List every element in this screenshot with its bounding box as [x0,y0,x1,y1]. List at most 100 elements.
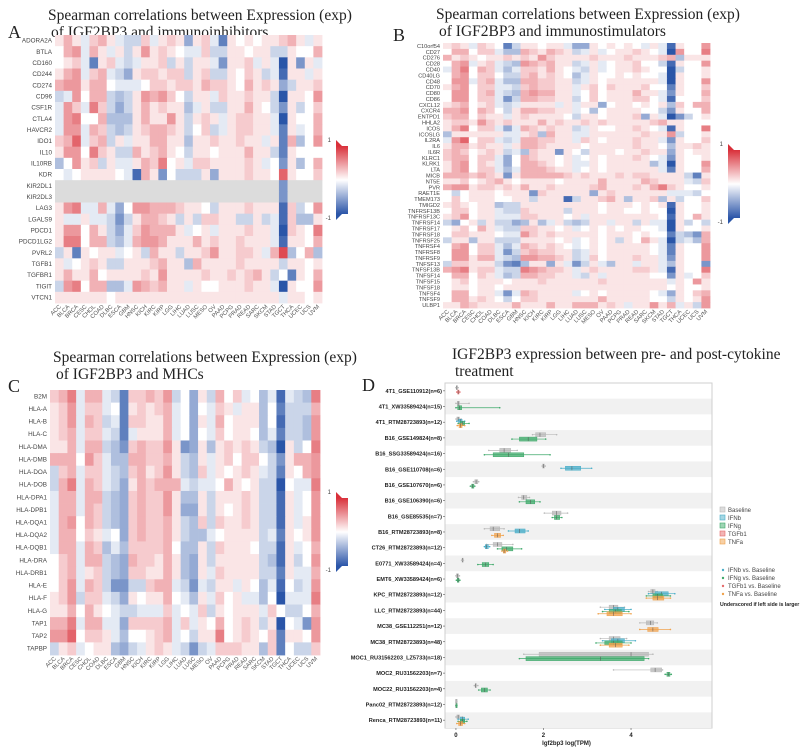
heatmap-cell [89,280,99,293]
heatmap-cell [137,629,147,643]
heatmap-cell [606,196,616,203]
heatmap-cell [666,255,676,262]
box-baseline [455,573,461,579]
data-point [669,597,672,599]
heatmap-cell [285,579,295,593]
heatmap-cell [537,278,547,285]
heatmap-cell [224,528,234,542]
heatmap-cell [477,149,487,156]
heatmap-cell [184,169,194,181]
heatmap-cell [580,243,590,250]
heatmap-cell [451,249,461,256]
heatmap-cell [244,269,254,282]
heatmap-cell [563,84,573,91]
heatmap-cell [460,196,470,203]
heatmap-cell [641,96,651,103]
heatmap-cell [58,490,68,504]
heatmap-cell [529,119,539,126]
heatmap-cell [218,224,228,237]
heatmap-cell [206,642,216,656]
heatmap-cell [468,166,478,173]
heatmap-cell [201,102,211,114]
heatmap-cell [494,196,504,203]
heatmap-cell [98,68,108,81]
heatmap-cell [641,255,651,262]
heatmap-cell [123,113,133,125]
heatmap-cell [115,169,125,181]
heatmap-cell [632,125,642,132]
heatmap-cell [503,154,513,162]
heatmap-cell [218,247,228,259]
heatmap-cell [137,541,147,555]
heatmap-cell [293,516,303,530]
heatmap-cell [641,302,651,309]
heatmap-cell [684,196,694,203]
heatmap-cell [520,225,530,232]
heatmap-cell [684,237,694,244]
heatmap-cell [123,236,133,248]
heatmap-cell [675,237,685,244]
heatmap-cell [89,79,99,92]
heatmap-cell [443,213,453,221]
heatmap-cell [287,157,297,170]
heatmap-cell [76,465,86,479]
heatmap-cell [224,490,234,504]
heatmap-cell [132,68,142,81]
heatmap-cell [128,453,138,467]
heatmap-cell [684,90,694,97]
heatmap-cell [658,302,668,309]
heatmap-cell [563,213,573,221]
heatmap-cell [468,302,478,309]
heatmap-cell [276,490,286,504]
heatmap-cell [623,284,633,291]
heatmap-cell [253,224,263,237]
dataset-label: MOC1_RU31562203_LZ5733(n=18) [351,655,442,661]
row-label: LGALS9 [28,216,52,223]
heatmap-cell [598,184,608,191]
heatmap-cell [666,296,676,303]
heatmap-cell [123,202,133,215]
heatmap-cell [598,260,608,268]
heatmap-cell [675,202,685,209]
heatmap-cell [132,46,142,58]
heatmap-cell [529,225,539,232]
data-point [477,563,479,566]
heatmap-cell [632,143,642,150]
heatmap-cell [235,280,245,293]
heatmap-cell [520,160,530,168]
heatmap-cell [184,180,194,192]
heatmap-cell [580,196,590,203]
heatmap-cell [163,440,173,454]
data-point [456,420,458,423]
heatmap-cell [102,503,112,517]
heatmap-cell [184,157,194,170]
heatmap-cell [313,157,323,170]
heatmap-cell [123,79,133,92]
heatmap-cell [684,243,694,250]
heatmap-cell [468,231,478,238]
heatmap-cell [287,146,297,159]
row-label: KIR2DL3 [26,194,52,201]
heatmap-cell [180,415,190,429]
heatmap-cell [520,178,530,185]
heatmap-cell [511,260,521,268]
data-point [467,718,469,720]
heatmap-cell [210,113,220,125]
heatmap-cell [529,43,539,50]
heatmap-cell [443,231,453,238]
heatmap-cell [189,503,199,517]
heatmap-cell [692,243,702,250]
heatmap-cell [224,402,234,416]
heatmap-cell [554,260,564,268]
heatmap-cell [572,290,582,297]
heatmap-cell [494,278,504,285]
heatmap-cell [106,68,116,81]
data-point [673,592,676,595]
heatmap-cell [72,202,82,215]
box [538,651,649,657]
heatmap-cell [198,591,208,605]
heatmap-cell [511,107,521,115]
heatmap-cell [123,124,133,136]
box [502,548,507,554]
